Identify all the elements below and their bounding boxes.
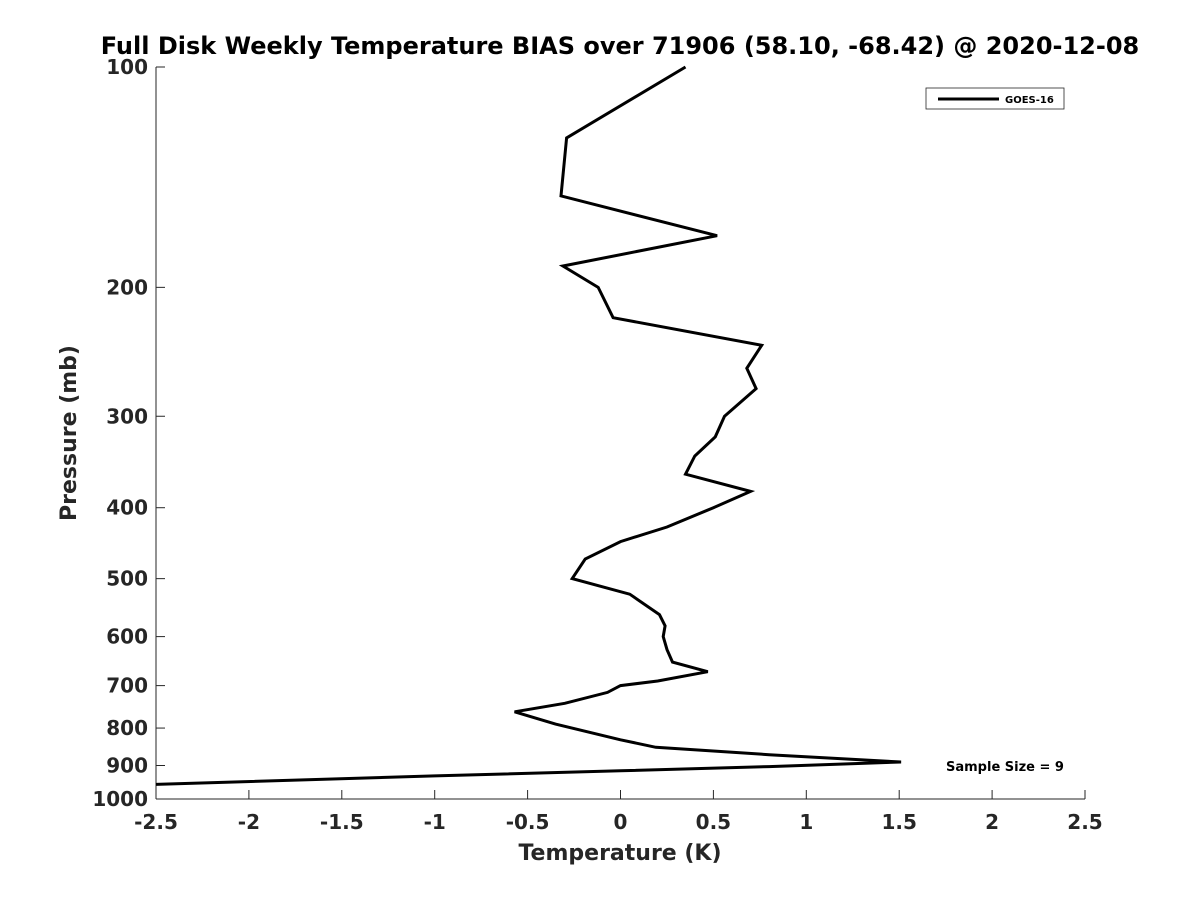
chart-title: Full Disk Weekly Temperature BIAS over 7… [101, 32, 1140, 60]
y-tick-label: 800 [106, 716, 148, 740]
y-axis-label: Pressure (mb) [57, 345, 82, 521]
y-tick-label: 600 [106, 625, 148, 649]
x-tick-label: -0.5 [506, 810, 550, 834]
series-layer [155, 65, 902, 786]
y-tick-label: 200 [106, 275, 148, 299]
x-tick-label: -1 [424, 810, 446, 834]
sample-size-annotation: Sample Size = 9 [946, 760, 1064, 775]
y-tick-label: 1000 [92, 787, 148, 811]
x-axis-ticks: -2.5 -2 -1.5 -1 -0.5 0 0.5 1 1.5 2 2.5 [134, 790, 1103, 834]
x-tick-label: 2 [985, 810, 999, 834]
y-tick-label: 100 [106, 55, 148, 79]
y-tick-label: 400 [106, 496, 148, 520]
x-tick-label: 1 [799, 810, 813, 834]
y-tick-label: 900 [106, 754, 148, 778]
legend: GOES-16 [925, 87, 1065, 110]
series-line-goes-16 [155, 65, 902, 786]
plot-area [156, 67, 1085, 799]
x-tick-label: -2.5 [134, 810, 178, 834]
x-tick-label: 0 [614, 810, 628, 834]
y-tick-label: 700 [106, 674, 148, 698]
x-tick-label: -1.5 [320, 810, 364, 834]
y-axis-ticks: 100 200 300 400 500 600 700 800 900 1000 [92, 55, 165, 811]
legend-label: GOES-16 [1005, 95, 1054, 106]
x-tick-label: -2 [238, 810, 260, 834]
x-tick-label: 1.5 [881, 810, 916, 834]
x-tick-label: 2.5 [1067, 810, 1102, 834]
y-tick-label: 300 [106, 404, 148, 428]
x-axis-label: Temperature (K) [518, 841, 721, 866]
x-tick-label: 0.5 [696, 810, 731, 834]
y-tick-label: 500 [106, 567, 148, 591]
